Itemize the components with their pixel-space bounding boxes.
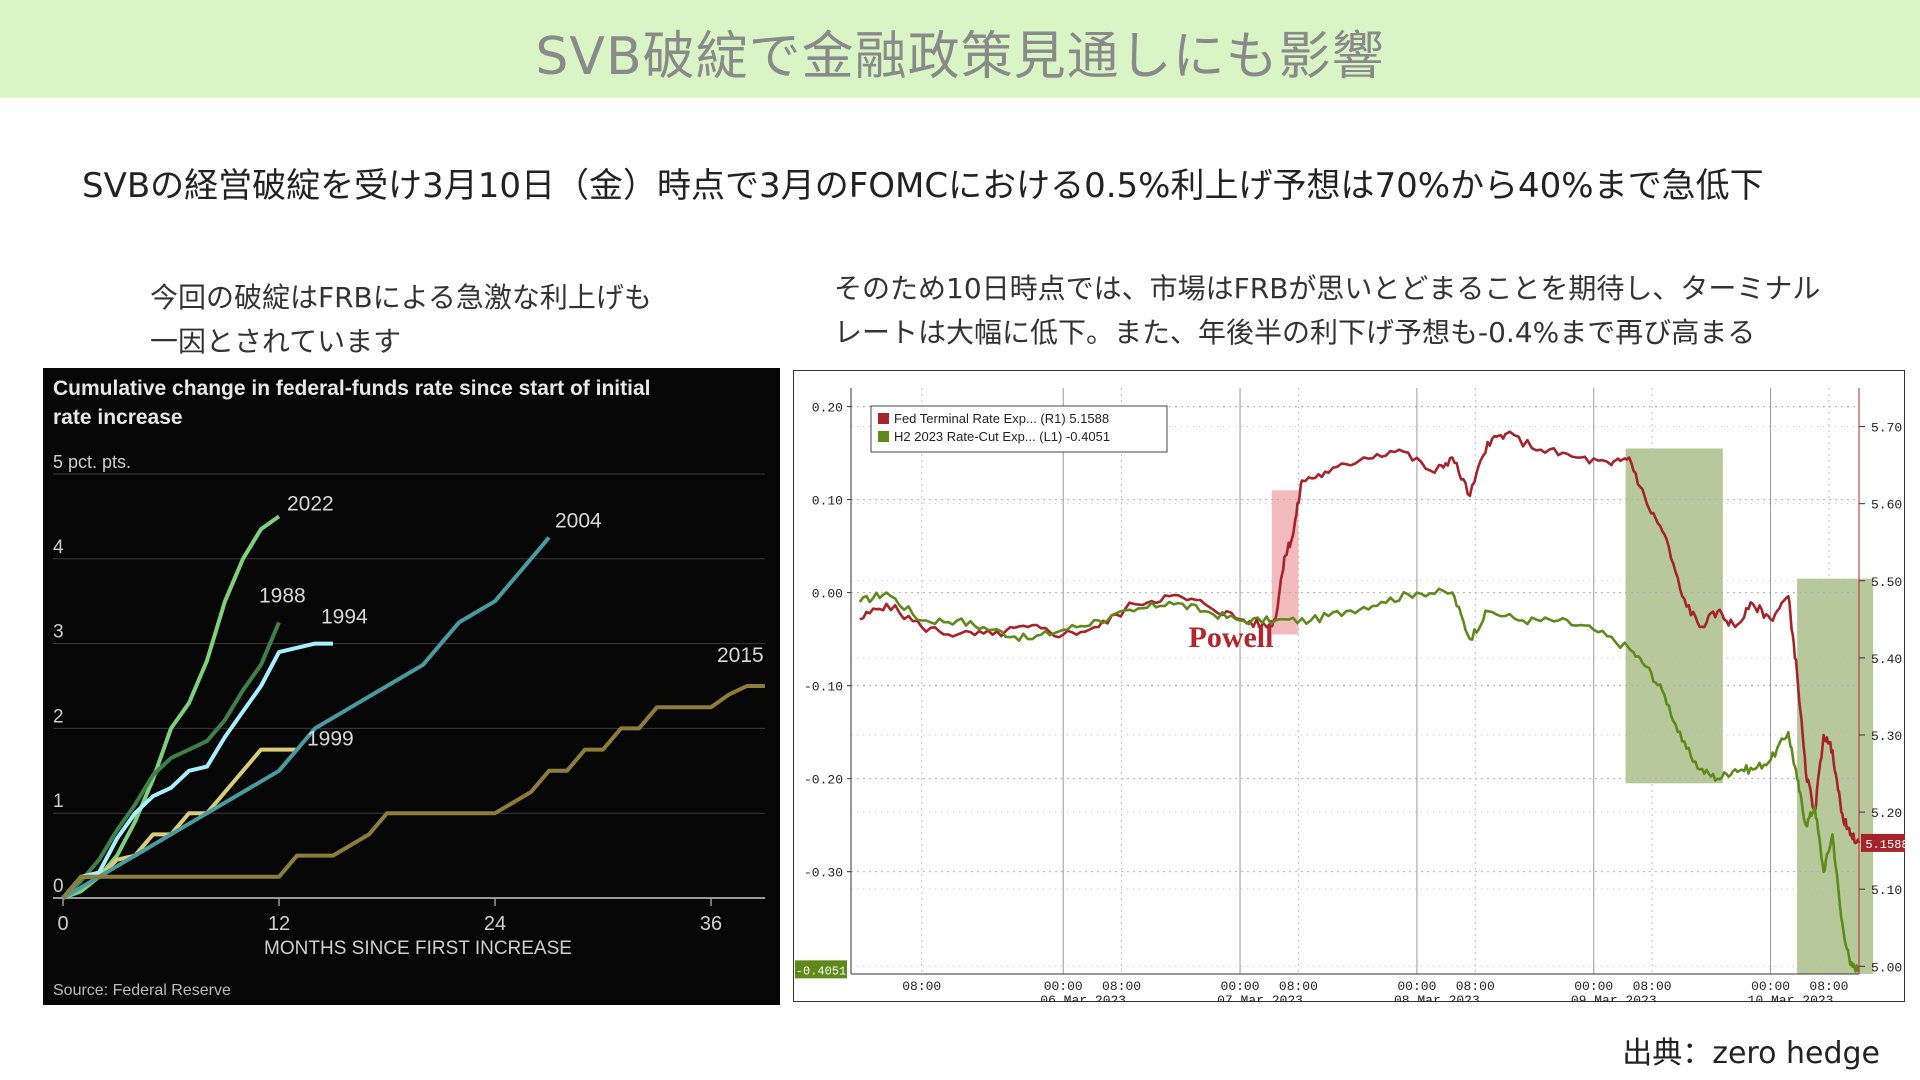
right-axis-tick: 5.70 (1871, 421, 1902, 436)
legend-label-h2-cut: H2 2023 Rate-Cut Exp... (L1) -0.4051 (894, 429, 1110, 444)
x-axis-tick: 08:00 (1809, 979, 1848, 994)
chart-a-title: Cumulative change in federal-funds rate … (53, 377, 650, 400)
left-axis-tick: -0.10 (804, 680, 843, 695)
chart-a-title-line2: rate increase (53, 406, 183, 429)
series-line-1994 (61, 641, 333, 900)
left-axis-tick: 0.10 (812, 494, 843, 509)
source-note: 出典：zero hedge (1622, 1036, 1880, 1071)
x-axis-tick: 00:00 (1221, 979, 1260, 994)
highlight-box-1 (1625, 448, 1723, 784)
fed-terminal-rate-chart: 0.20 0.10 0.00 -0.10 -0.20 -0.30 5.70 5.60 5.50 5… (793, 370, 1905, 1002)
legend-swatch-h2-cut (878, 431, 889, 442)
series-label-1988: 1988 (259, 584, 306, 607)
right-axis-tick: 5.20 (1871, 806, 1902, 821)
x-axis-tick: 00:00 (1751, 979, 1790, 994)
x-axis-tick: 08:00 (1279, 979, 1318, 994)
right-axis-tick: 5.50 (1871, 575, 1902, 590)
title-banner (0, 0, 1920, 98)
series-line-2004 (61, 536, 551, 900)
chart-a-ytick: 4 (53, 537, 64, 558)
left-axis-tick: -0.30 (804, 866, 843, 881)
x-axis-tick: 08:00 (902, 979, 941, 994)
right-caption-line1: そのため10日時点では、市場はFRBが思いとどまることを期待し、ターミナル (834, 272, 1821, 305)
x-axis-tick: 00:00 (1044, 979, 1083, 994)
legend-swatch-fed-terminal (878, 413, 889, 424)
chart-a-xtick: 24 (484, 913, 506, 935)
series-label-1994: 1994 (321, 606, 368, 629)
right-axis-tick: 5.30 (1871, 729, 1902, 744)
x-axis-tick: 00:00 (1397, 979, 1436, 994)
right-last-value-badge (1861, 833, 1905, 852)
left-last-value-badge (795, 960, 847, 979)
chart-a-ytick: 3 (53, 622, 64, 643)
right-axis-tick: 5.60 (1871, 498, 1902, 513)
x-axis-date: 08 Mar 2023 (1394, 993, 1480, 1002)
series-line-1988 (61, 621, 281, 900)
right-axis-tick: 5.00 (1871, 960, 1902, 975)
chart-a-background (43, 368, 780, 1005)
x-axis-date: 07 Mar 2023 (1217, 993, 1303, 1002)
chart-a-ytick: 0 (53, 876, 64, 897)
chart-b-legend: Fed Terminal Rate Exp... (R1) 5.1588 H2 … (870, 405, 1168, 453)
right-axis-tick: 5.40 (1871, 652, 1902, 667)
left-axis-tick: -0.20 (804, 773, 843, 788)
series-line-2015 (61, 684, 765, 900)
series-label-1999: 1999 (307, 728, 354, 751)
x-axis-date: 10 Mar 2023 (1748, 993, 1834, 1002)
series-label-2022: 2022 (287, 492, 334, 515)
chart-a-ytick: 2 (53, 706, 64, 727)
chart-a-xtick: 0 (57, 913, 68, 935)
chart-a-ylabel: 5 pct. pts. (53, 452, 131, 472)
series-label-2015: 2015 (717, 644, 764, 667)
chart-a-xlabel: MONTHS SINCE FIRST INCREASE (264, 938, 572, 959)
fed-funds-cumulative-chart: Cumulative change in federal-funds rate … (43, 368, 780, 1005)
left-axis-tick: 0.20 (812, 401, 843, 416)
left-caption: 今回の破綻はFRBによる急激な利上げも 一因とされています (150, 276, 652, 364)
x-axis-tick: 00:00 (1574, 979, 1613, 994)
powell-annotation: Powell (1189, 621, 1274, 654)
x-axis-tick: 08:00 (1456, 979, 1495, 994)
legend-label-fed-terminal: Fed Terminal Rate Exp... (R1) 5.1588 (894, 411, 1109, 426)
left-caption-line2: 一因とされています (150, 325, 402, 358)
left-caption-line1: 今回の破綻はFRBによる急激な利上げも (150, 281, 652, 314)
x-axis-date: 06 Mar 2023 (1040, 993, 1126, 1002)
h2-rate-cut-line (858, 587, 1860, 973)
page-title: SVB破綻で金融政策見通しにも影響 (535, 27, 1385, 87)
chart-a-xtick: 36 (700, 913, 722, 935)
headline: SVBの経営破綻を受け3月10日（金）時点で3月のFOMCにおける0.5%利上げ… (82, 166, 1764, 206)
chart-a-xtick: 12 (268, 913, 290, 935)
series-label-2004: 2004 (555, 510, 602, 533)
x-axis-tick: 08:00 (1633, 979, 1672, 994)
left-axis-tick: 0.00 (812, 587, 843, 602)
right-last-value-label: 5.1588 (1865, 838, 1905, 852)
left-last-value-label: -0.4051 (796, 964, 846, 978)
legend-box (870, 405, 1168, 453)
right-caption-line2: レートは大幅に低下。また、年後半の利下げ予想も-0.4%まで再び高まる (834, 316, 1756, 349)
x-axis-tick: 08:00 (1102, 979, 1141, 994)
right-axis-tick: 5.10 (1871, 883, 1902, 898)
chart-a-ytick: 1 (53, 791, 64, 812)
right-caption: そのため10日時点では、市場はFRBが思いとどまることを期待し、ターミナル レー… (834, 267, 1820, 355)
chart-a-source: Source: Federal Reserve (53, 982, 231, 999)
x-axis-date: 09 Mar 2023 (1571, 993, 1657, 1002)
